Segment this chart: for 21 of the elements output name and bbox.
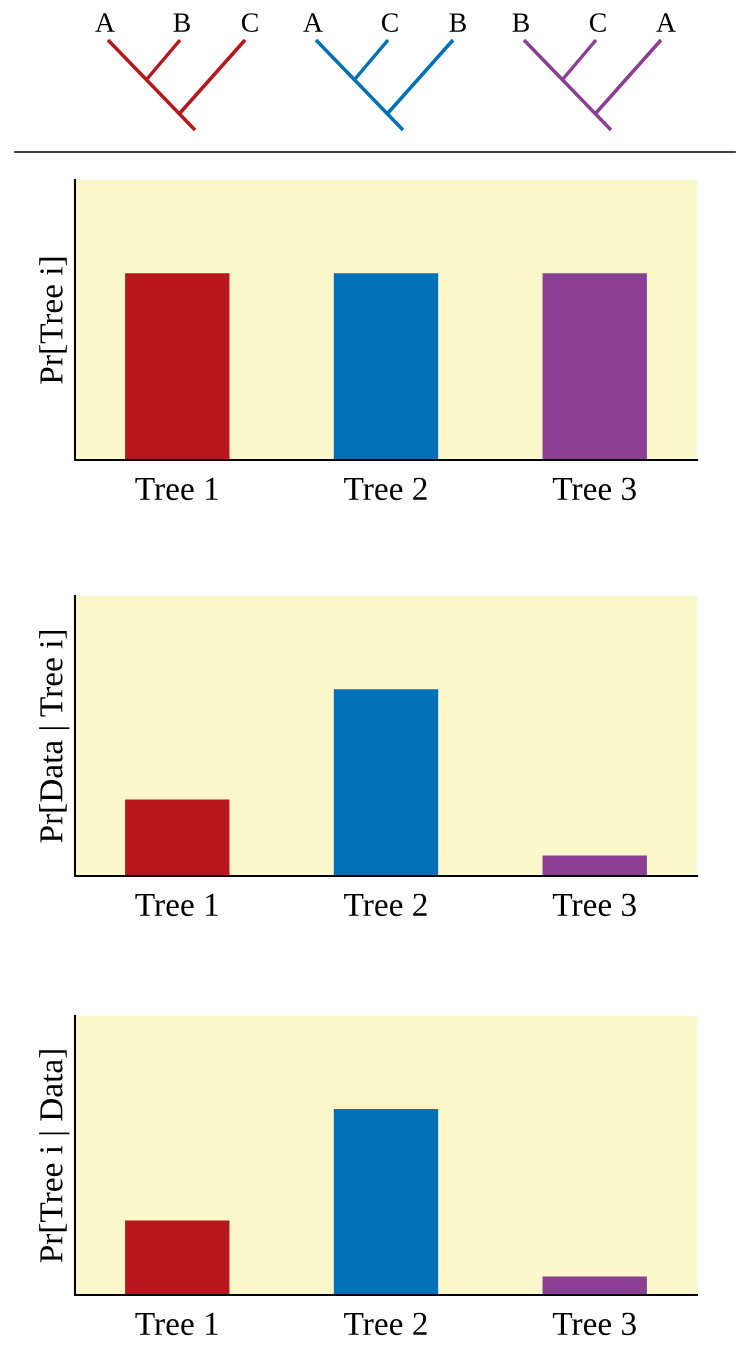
text: B xyxy=(449,13,466,32)
text: A xyxy=(95,13,115,32)
text: B xyxy=(512,13,529,32)
y-axis-title: Pr[Tree i] xyxy=(39,257,67,384)
x-tick-label: Tree 3 xyxy=(552,1312,636,1336)
text: C xyxy=(381,13,398,32)
text: A xyxy=(303,13,323,32)
x-tick-label: Tree 2 xyxy=(344,893,427,917)
x-tick-label: Tree 3 xyxy=(552,477,636,501)
text: A xyxy=(656,13,676,32)
x-tick-label: Tree 3 xyxy=(552,893,636,917)
y-axis-title: Pr[Data | Tree i] xyxy=(39,630,70,843)
x-tick-label: Tree 1 xyxy=(135,1312,218,1336)
text: C xyxy=(589,13,606,32)
x-tick-label: Tree 1 xyxy=(135,477,218,501)
x-tick-label: Tree 2 xyxy=(344,1312,427,1336)
y-axis-title: Pr[Tree i | Data] xyxy=(39,1050,70,1263)
x-tick-label: Tree 2 xyxy=(344,477,427,501)
text: B xyxy=(173,13,190,32)
text: C xyxy=(241,13,258,32)
x-tick-label: Tree 1 xyxy=(135,893,218,917)
